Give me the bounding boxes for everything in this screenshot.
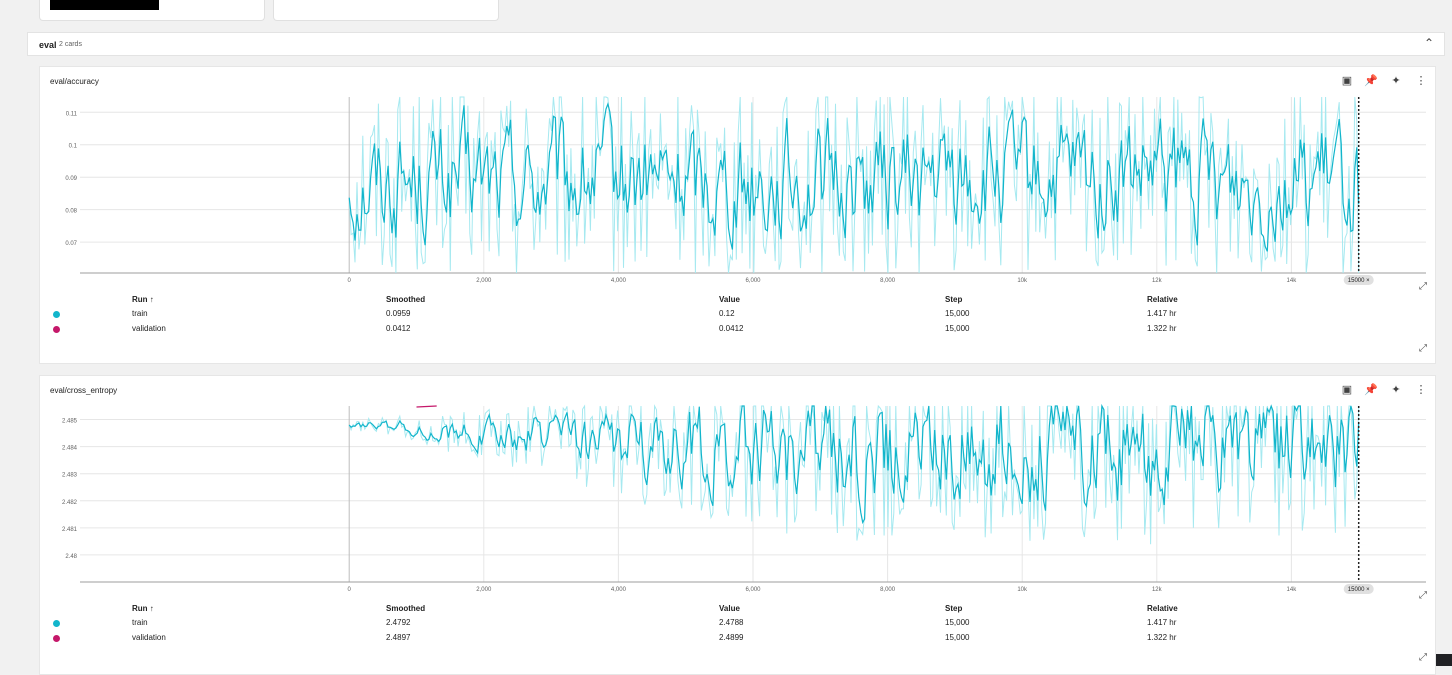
table-cell: 2.4792 xyxy=(386,618,411,627)
col-header-run[interactable]: Run ↑ xyxy=(132,604,154,613)
x-tick-label: 6,000 xyxy=(745,278,761,284)
step-marker-label: 15000 × xyxy=(1348,278,1370,284)
resize-handle-icon[interactable]: ⤢ xyxy=(1419,343,1427,354)
scalar-card-cross-entropy: eval/cross_entropy ▣ 📌 ✦ ⋮ 2.485 2.484 2.4… xyxy=(39,375,1436,675)
col-header-relative[interactable]: Relative xyxy=(1147,604,1178,613)
table-cell: 1.322 hr xyxy=(1147,633,1177,642)
page-scrollbar[interactable] xyxy=(1446,0,1452,666)
y-tick-label: 2.48 xyxy=(65,554,77,560)
x-tick-label: 14k xyxy=(1287,587,1298,593)
run-color-dot-train[interactable] xyxy=(53,311,60,318)
corner-button[interactable] xyxy=(1436,654,1452,666)
x-tick-label: 12k xyxy=(1152,278,1163,284)
y-tick-label: 0.08 xyxy=(65,209,77,215)
col-header-value[interactable]: Value xyxy=(719,604,740,613)
line-chart-cross-entropy[interactable]: 2.485 2.484 2.483 2.482 2.481 2.48 0 2,000 4,000… xyxy=(40,376,1436,601)
group-card-count: 2 cards xyxy=(59,41,82,48)
fullscreen-icon[interactable]: ▣ xyxy=(1341,384,1353,396)
step-marker-chip xyxy=(1343,584,1374,594)
y-tick-label: 2.481 xyxy=(62,527,78,533)
col-header-step[interactable]: Step xyxy=(945,295,963,304)
group-title: eval xyxy=(39,40,57,50)
col-header-smoothed[interactable]: Smoothed xyxy=(386,295,426,304)
pin-icon[interactable]: 📌 xyxy=(1364,75,1378,87)
x-tick-label: 8,000 xyxy=(880,278,896,284)
card-title: eval/cross_entropy xyxy=(50,386,118,395)
table-cell: 1.417 hr xyxy=(1147,309,1177,318)
resize-handle-icon[interactable]: ⤢ xyxy=(1419,652,1427,663)
x-tick-label: 6,000 xyxy=(745,587,761,593)
table-cell: 2.4899 xyxy=(719,633,744,642)
x-tick-label: 4,000 xyxy=(611,587,627,593)
table-cell: 0.12 xyxy=(719,309,735,318)
card-title: eval/accuracy xyxy=(50,77,99,86)
resize-handle-icon[interactable]: ⤢ xyxy=(1419,590,1427,601)
table-cell: train xyxy=(132,309,148,318)
col-header-run[interactable]: Run ↑ xyxy=(132,295,154,304)
run-color-dot-train[interactable] xyxy=(53,620,60,627)
table-cell: 15,000 xyxy=(945,309,970,318)
y-tick-label: 2.483 xyxy=(62,473,78,479)
group-header[interactable]: eval 2 cards ⌃ xyxy=(27,32,1445,56)
x-tick-label: 12k xyxy=(1152,587,1163,593)
fit-domain-icon[interactable]: ✦ xyxy=(1391,75,1401,87)
table-cell: validation xyxy=(132,324,166,333)
x-tick-label: 8,000 xyxy=(880,587,896,593)
x-tick-label: 10k xyxy=(1017,587,1028,593)
run-color-dot-validation[interactable] xyxy=(53,326,60,333)
table-cell: train xyxy=(132,618,148,627)
y-tick-label: 2.482 xyxy=(62,500,78,506)
col-header-step[interactable]: Step xyxy=(945,604,963,613)
run-color-dot-validation[interactable] xyxy=(53,635,60,642)
table-cell: 1.322 hr xyxy=(1147,324,1177,333)
step-marker-label: 15000 × xyxy=(1348,587,1370,593)
table-cell: 2.4897 xyxy=(386,633,411,642)
more-vert-icon[interactable]: ⋮ xyxy=(1415,75,1427,87)
table-cell: 2.4788 xyxy=(719,618,744,627)
table-cell: 15,000 xyxy=(945,633,970,642)
y-tick-label: 0.11 xyxy=(66,111,78,117)
x-tick-label: 2,000 xyxy=(476,278,492,284)
x-tick-label: 0 xyxy=(348,278,352,284)
step-marker-chip xyxy=(1343,275,1374,285)
top-card-left xyxy=(39,0,265,21)
series-line-train xyxy=(348,403,1360,525)
x-tick-label: 0 xyxy=(348,587,352,593)
chevron-up-icon[interactable]: ⌃ xyxy=(1423,36,1434,50)
x-tick-label: 2,000 xyxy=(476,587,492,593)
more-vert-icon[interactable]: ⋮ xyxy=(1415,384,1427,396)
series-line-train-raw xyxy=(348,404,1360,545)
col-header-value[interactable]: Value xyxy=(719,295,740,304)
table-cell: 0.0959 xyxy=(386,309,411,318)
fit-domain-icon[interactable]: ✦ xyxy=(1391,384,1401,396)
col-header-smoothed[interactable]: Smoothed xyxy=(386,604,426,613)
table-cell: 0.0412 xyxy=(719,324,744,333)
top-card-right xyxy=(273,0,499,21)
y-tick-label: 0.09 xyxy=(65,176,77,182)
y-tick-label: 0.07 xyxy=(65,241,77,247)
x-tick-label: 10k xyxy=(1017,278,1028,284)
table-cell: 1.417 hr xyxy=(1147,618,1177,627)
table-cell: 0.0412 xyxy=(386,324,411,333)
x-tick-label: 14k xyxy=(1287,278,1298,284)
table-cell: validation xyxy=(132,633,166,642)
scalar-card-accuracy: eval/accuracy ▣ 📌 ✦ ⋮ 0.11 0.1 0.09 0.08 0.0… xyxy=(39,66,1436,364)
pin-icon[interactable]: 📌 xyxy=(1364,384,1378,396)
y-tick-label: 2.484 xyxy=(62,446,78,452)
table-cell: 15,000 xyxy=(945,324,970,333)
fullscreen-icon[interactable]: ▣ xyxy=(1341,75,1353,87)
redacted-block xyxy=(50,0,159,10)
y-tick-label: 0.1 xyxy=(69,144,78,150)
series-line-validation xyxy=(416,405,437,408)
col-header-relative[interactable]: Relative xyxy=(1147,295,1178,304)
x-tick-label: 4,000 xyxy=(611,278,627,284)
resize-handle-icon[interactable]: ⤢ xyxy=(1419,281,1427,292)
y-tick-label: 2.485 xyxy=(62,419,78,425)
series-line-train-raw xyxy=(348,95,1360,274)
series-line-train xyxy=(348,101,1360,252)
table-cell: 15,000 xyxy=(945,618,970,627)
line-chart-accuracy[interactable]: 0.11 0.1 0.09 0.08 0.07 0 2,000 4,000 6,000 8,000… xyxy=(40,67,1436,292)
